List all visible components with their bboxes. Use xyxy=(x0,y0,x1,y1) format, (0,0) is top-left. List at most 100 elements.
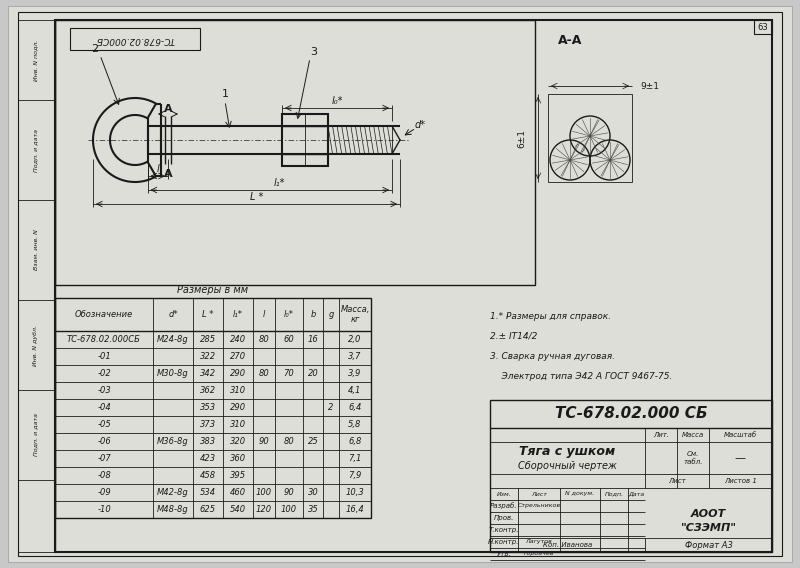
Text: 373: 373 xyxy=(200,420,216,429)
Text: 270: 270 xyxy=(230,352,246,361)
Text: L *: L * xyxy=(202,310,214,319)
Text: l: l xyxy=(263,310,265,319)
Bar xyxy=(55,20,535,285)
Text: 9±1: 9±1 xyxy=(641,81,659,90)
Text: 80: 80 xyxy=(284,437,294,446)
Text: b: b xyxy=(310,310,316,319)
Text: 290: 290 xyxy=(230,403,246,412)
Text: А-А: А-А xyxy=(558,34,582,47)
Text: 395: 395 xyxy=(230,471,246,480)
Text: Электрод типа Э42 А ГОСТ 9467-75.: Электрод типа Э42 А ГОСТ 9467-75. xyxy=(490,371,672,381)
Text: 6,8: 6,8 xyxy=(348,437,362,446)
Text: 90: 90 xyxy=(258,437,270,446)
Text: 30: 30 xyxy=(308,488,318,497)
Text: Горбачев: Горбачев xyxy=(524,552,554,557)
Text: 3,7: 3,7 xyxy=(348,352,362,361)
Text: 4,1: 4,1 xyxy=(348,386,362,395)
Text: Инв. N подл.: Инв. N подл. xyxy=(34,39,38,81)
Text: L *: L * xyxy=(250,192,263,202)
Text: А: А xyxy=(164,169,172,179)
Text: 7,1: 7,1 xyxy=(348,454,362,463)
Text: N докум.: N докум. xyxy=(566,491,594,496)
Text: 310: 310 xyxy=(230,386,246,395)
Text: -04: -04 xyxy=(97,403,111,412)
Text: g: g xyxy=(328,310,334,319)
Text: -06: -06 xyxy=(97,437,111,446)
Text: 3: 3 xyxy=(310,47,318,57)
Bar xyxy=(548,94,632,182)
Text: 7,9: 7,9 xyxy=(348,471,362,480)
Text: Лист: Лист xyxy=(531,491,547,496)
Text: 625: 625 xyxy=(200,505,216,514)
Text: 290: 290 xyxy=(230,369,246,378)
Text: -10: -10 xyxy=(97,505,111,514)
Text: Подп. и дата: Подп. и дата xyxy=(34,128,38,172)
Text: ТС-678.02.000 СБ: ТС-678.02.000 СБ xyxy=(554,407,707,421)
Text: 120: 120 xyxy=(256,505,272,514)
Text: 3. Сварка ручная дуговая.: 3. Сварка ручная дуговая. xyxy=(490,352,615,361)
Text: 10,3: 10,3 xyxy=(346,488,364,497)
Text: 322: 322 xyxy=(200,352,216,361)
Text: Инв. N дубл.: Инв. N дубл. xyxy=(34,324,38,365)
Text: 63: 63 xyxy=(758,23,768,31)
Text: Стрельников: Стрельников xyxy=(518,503,561,508)
Text: М30-8g: М30-8g xyxy=(157,369,189,378)
Text: -07: -07 xyxy=(97,454,111,463)
Text: 3,9: 3,9 xyxy=(348,369,362,378)
Text: Формат А3: Формат А3 xyxy=(685,541,733,549)
Text: ТС-678.02.000СБ: ТС-678.02.000СБ xyxy=(67,335,141,344)
Text: Подп. и дата: Подп. и дата xyxy=(34,414,38,457)
Text: -03: -03 xyxy=(97,386,111,395)
Text: 383: 383 xyxy=(200,437,216,446)
Text: М24-8g: М24-8g xyxy=(157,335,189,344)
Polygon shape xyxy=(392,140,400,154)
Text: 353: 353 xyxy=(200,403,216,412)
Text: 285: 285 xyxy=(200,335,216,344)
Text: -05: -05 xyxy=(97,420,111,429)
Text: Дата: Дата xyxy=(628,491,645,496)
Text: d*: d* xyxy=(168,310,178,319)
Text: Взам. инв. N: Взам. инв. N xyxy=(34,229,38,270)
Text: 16,4: 16,4 xyxy=(346,505,364,514)
Text: Масса,
кг: Масса, кг xyxy=(340,305,370,324)
Text: Размеры в мм: Размеры в мм xyxy=(178,285,249,295)
Text: 2: 2 xyxy=(328,403,334,412)
Text: Подп.: Подп. xyxy=(605,491,623,496)
Text: Изм.: Изм. xyxy=(497,491,511,496)
Text: Лагутов: Лагутов xyxy=(526,540,552,545)
Text: 360: 360 xyxy=(230,454,246,463)
Text: Т.контр.: Т.контр. xyxy=(489,527,519,533)
Text: 2.± IT14/2: 2.± IT14/2 xyxy=(490,332,538,340)
Text: 25: 25 xyxy=(308,437,318,446)
Text: 460: 460 xyxy=(230,488,246,497)
Bar xyxy=(282,114,328,166)
Text: Масса: Масса xyxy=(682,432,704,438)
Text: 458: 458 xyxy=(200,471,216,480)
Text: 534: 534 xyxy=(200,488,216,497)
Text: А: А xyxy=(164,104,172,114)
Text: 320: 320 xyxy=(230,437,246,446)
Text: 2,0: 2,0 xyxy=(348,335,362,344)
Text: ТС-678.02.000СБ: ТС-678.02.000СБ xyxy=(95,35,174,44)
Text: Пров.: Пров. xyxy=(494,515,514,521)
Text: См.
табл.: См. табл. xyxy=(683,452,702,465)
Text: 70: 70 xyxy=(284,369,294,378)
Text: 310: 310 xyxy=(230,420,246,429)
Text: 16: 16 xyxy=(308,335,318,344)
Text: l: l xyxy=(156,164,159,174)
Text: 100: 100 xyxy=(281,505,297,514)
Text: Коп. Иванова: Коп. Иванова xyxy=(543,542,592,548)
Text: -09: -09 xyxy=(97,488,111,497)
Text: 5,8: 5,8 xyxy=(348,420,362,429)
Text: Масштаб: Масштаб xyxy=(724,432,757,438)
Text: 1: 1 xyxy=(222,89,229,99)
Text: Н.контр.: Н.контр. xyxy=(488,539,520,545)
Text: Лит.: Лит. xyxy=(653,432,669,438)
Text: 80: 80 xyxy=(258,335,270,344)
Text: М42-8g: М42-8g xyxy=(157,488,189,497)
Text: -08: -08 xyxy=(97,471,111,480)
Text: Утв.: Утв. xyxy=(497,551,511,557)
Text: d*: d* xyxy=(414,120,426,130)
Bar xyxy=(754,20,772,34)
Text: 6,4: 6,4 xyxy=(348,403,362,412)
